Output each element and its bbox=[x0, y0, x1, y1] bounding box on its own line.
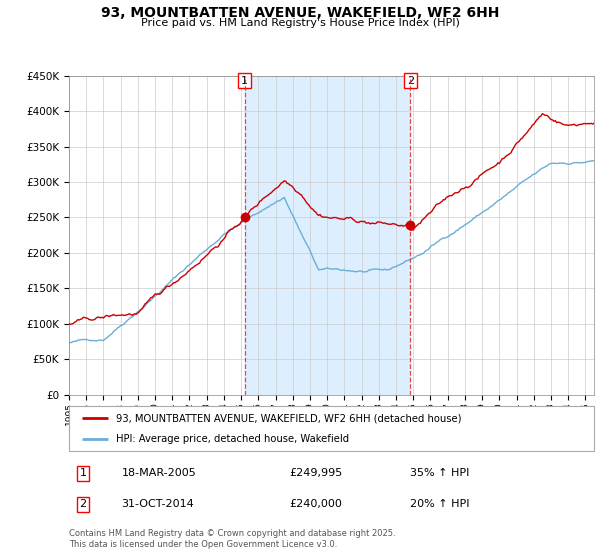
Bar bbox=[245, 76, 410, 395]
Text: 2: 2 bbox=[407, 76, 414, 86]
Text: HPI: Average price, detached house, Wakefield: HPI: Average price, detached house, Wake… bbox=[116, 433, 349, 444]
Text: £240,000: £240,000 bbox=[290, 500, 343, 509]
Text: 2: 2 bbox=[79, 500, 86, 509]
Text: 93, MOUNTBATTEN AVENUE, WAKEFIELD, WF2 6HH: 93, MOUNTBATTEN AVENUE, WAKEFIELD, WF2 6… bbox=[101, 6, 499, 20]
Text: 93, MOUNTBATTEN AVENUE, WAKEFIELD, WF2 6HH (detached house): 93, MOUNTBATTEN AVENUE, WAKEFIELD, WF2 6… bbox=[116, 413, 462, 423]
Text: 31-OCT-2014: 31-OCT-2014 bbox=[121, 500, 194, 509]
Text: 1: 1 bbox=[79, 468, 86, 478]
Text: 35% ↑ HPI: 35% ↑ HPI bbox=[410, 468, 470, 478]
Text: 1: 1 bbox=[241, 76, 248, 86]
Text: £249,995: £249,995 bbox=[290, 468, 343, 478]
FancyBboxPatch shape bbox=[69, 406, 594, 451]
Text: Price paid vs. HM Land Registry's House Price Index (HPI): Price paid vs. HM Land Registry's House … bbox=[140, 18, 460, 28]
Text: Contains HM Land Registry data © Crown copyright and database right 2025.
This d: Contains HM Land Registry data © Crown c… bbox=[69, 529, 395, 549]
Text: 20% ↑ HPI: 20% ↑ HPI bbox=[410, 500, 470, 509]
Text: 18-MAR-2005: 18-MAR-2005 bbox=[121, 468, 196, 478]
